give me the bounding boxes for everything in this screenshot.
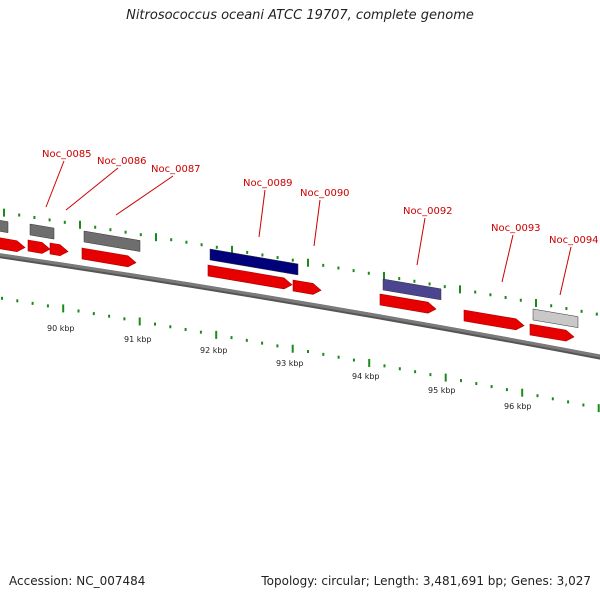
cds-arrow: [292, 279, 322, 295]
leader-line: [45, 160, 65, 208]
inner-tick-ring: [1, 296, 600, 413]
cds-feature-track: [0, 237, 575, 342]
accession-text: Accession: NC_007484: [9, 574, 146, 588]
label-leader-lines: [45, 160, 572, 296]
cds-arrow: [529, 323, 575, 342]
backbone-line: [0, 253, 600, 358]
gene-label-noc-0087[interactable]: Noc_0087: [151, 164, 201, 175]
cds-arrow: [463, 309, 525, 331]
kbp-label-94: 94 kbp: [352, 372, 380, 381]
gene-label-noc-0090[interactable]: Noc_0090: [300, 188, 350, 199]
kbp-label-91: 91 kbp: [124, 335, 152, 344]
genome-summary-text: Topology: circular; Length: 3,481,691 bp…: [261, 574, 591, 588]
cog-box-dark-blue: [209, 248, 299, 276]
kbp-label-92: 92 kbp: [200, 346, 228, 355]
cog-box-light-gray: [532, 308, 579, 328]
cds-arrow: [49, 242, 69, 257]
cds-arrow: [0, 237, 26, 253]
kbp-label-95: 95 kbp: [428, 386, 456, 395]
leader-line: [501, 234, 514, 283]
cds-arrow: [81, 247, 137, 268]
cds-arrow: [27, 239, 51, 254]
gene-label-noc-0085[interactable]: Noc_0085: [42, 149, 92, 160]
cog-box-gray: [0, 220, 9, 233]
gene-label-noc-0093[interactable]: Noc_0093: [491, 223, 541, 234]
cog-feature-track: [0, 220, 579, 328]
gene-label-noc-0094[interactable]: Noc_0094: [549, 235, 599, 246]
backbone-line-shadow: [0, 253, 600, 360]
kbp-label-96: 96 kbp: [504, 402, 532, 411]
gene-label-noc-0086[interactable]: Noc_0086: [97, 156, 147, 167]
backbone-track: [0, 253, 600, 360]
gene-labels: Noc_0085 Noc_0086 Noc_0087 Noc_0089 Noc_…: [42, 149, 599, 246]
kbp-labels: 90 kbp 91 kbp 92 kbp 93 kbp 94 kbp 95 kb…: [47, 324, 532, 411]
kbp-label-90: 90 kbp: [47, 324, 75, 333]
leader-line: [559, 246, 572, 296]
leader-line: [65, 167, 119, 211]
leader-line: [258, 189, 266, 238]
cds-arrow: [379, 293, 437, 314]
leader-line: [115, 175, 174, 216]
kbp-label-93: 93 kbp: [276, 359, 304, 368]
cog-box-gray: [29, 223, 55, 240]
cog-box-purple: [382, 278, 442, 301]
map-title: Nitrosococcus oceani ATCC 19707, complet…: [126, 8, 474, 23]
cds-arrow: [207, 264, 293, 290]
leader-line: [313, 199, 321, 247]
cog-box-gray: [83, 230, 141, 252]
gene-label-noc-0089[interactable]: Noc_0089: [243, 178, 293, 189]
leader-line: [416, 217, 426, 266]
gene-label-noc-0092[interactable]: Noc_0092: [403, 206, 453, 217]
